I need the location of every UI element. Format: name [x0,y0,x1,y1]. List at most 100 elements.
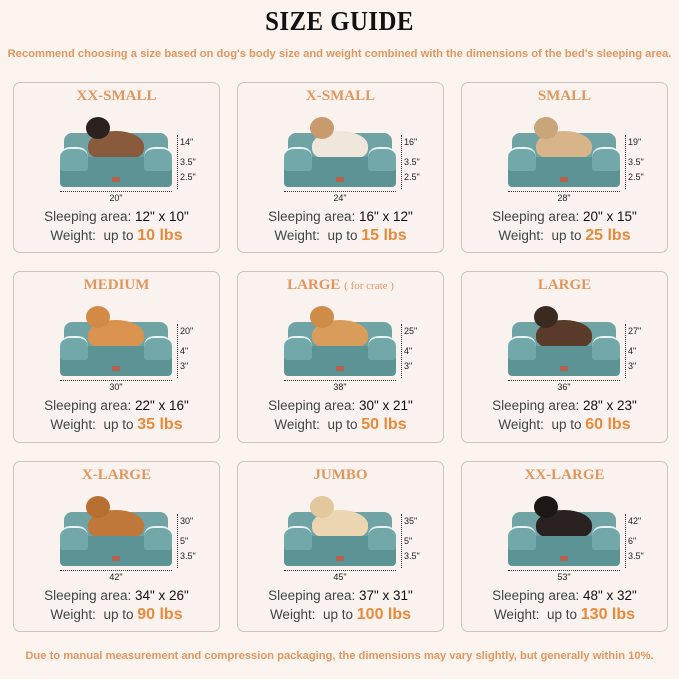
sleeping-area: Sleeping area: 12" x 10" [14,209,219,224]
size-card: MEDIUM 20" 4" 3" 30" Sleeping area: 22" … [13,271,220,443]
top-layer-height-label: 3.5" [628,157,644,167]
weight-label: Weight: [274,417,320,432]
height-dimension-line [177,514,178,568]
sleeping-area-value: 34" x 26" [134,588,189,603]
pet-head [310,306,334,328]
weight-label: Weight: [50,417,96,432]
size-name-text: MEDIUM [83,277,150,293]
up-to-label: up to [103,607,134,622]
width-dimension-line [284,380,396,381]
pet-head [86,306,110,328]
sleeping-area: Sleeping area: 48" x 32" [462,588,667,603]
weight-label: Weight: [498,417,544,432]
weight-label: Weight: [498,228,544,243]
sleeping-area-value: 48" x 32" [582,588,637,603]
size-name-text: XX-SMALL [76,88,157,104]
width-dimension-line [60,191,172,192]
bed-bolster-right [368,336,396,360]
weight-value: 15 lbs [361,227,407,244]
height-dimension-line [625,324,626,378]
weight-value: 10 lbs [137,227,183,244]
width-dimension-line [284,191,396,192]
size-name-text: LARGE [287,277,341,293]
bed-image [284,306,396,377]
up-to-label: up to [327,417,358,432]
sleeping-area-value: 37" x 31" [358,588,413,603]
up-to-label: up to [551,417,582,432]
size-card: X-SMALL 16" 3.5" 2.5" 24" Sleeping area:… [237,82,444,253]
weight-label: Weight: [50,228,96,243]
weight-label: Weight: [269,607,316,622]
width-label: 45" [333,572,347,582]
weight-value: 130 lbs [580,606,636,623]
pet-image [310,306,368,350]
up-to-label: up to [322,607,354,622]
bed-bolster-right [592,147,620,171]
bed-bolster-left [284,147,312,171]
weight-limit: Weight: up to 25 lbs [462,227,667,245]
size-name: LARGE [462,277,667,294]
weight-limit: Weight: up to 100 lbs [238,606,443,624]
pet-head [310,117,334,139]
pet-head [534,496,558,518]
sleeping-area-label: Sleeping area: [44,209,132,224]
total-height-label: 19" [628,137,642,147]
size-name: X-SMALL [238,88,443,105]
weight-limit: Weight: up to 15 lbs [238,227,443,245]
width-dimension-line [508,191,620,192]
bed-image [60,496,172,567]
weight-value: 35 lbs [137,416,183,433]
sleeping-area: Sleeping area: 22" x 16" [14,398,219,413]
weight-limit: Weight: up to 10 lbs [14,227,219,245]
total-height-label: 20" [180,326,194,336]
bed-bolster-left [284,336,312,360]
width-label: 20" [109,193,123,203]
total-height-label: 30" [180,516,194,526]
sleeping-area: Sleeping area: 20" x 15" [462,209,667,224]
total-height-label: 27" [628,326,642,336]
bed-image [284,496,396,567]
pet-image [534,117,592,161]
bed-label-tag [560,556,568,561]
sleeping-area-value: 22" x 16" [134,398,189,413]
bed-bolster-left [508,336,536,360]
sleeping-area-label: Sleeping area: [268,588,356,603]
bed-bolster-right [144,526,172,550]
total-height-label: 35" [404,516,418,526]
sleeping-area-label: Sleeping area: [268,209,356,224]
width-label: 30" [109,382,123,392]
size-card: XX-SMALL 14" 3.5" 2.5" 20" Sleeping area… [13,82,220,253]
sleeping-area-value: 16" x 12" [358,209,413,224]
pet-image [86,496,144,540]
bed-image [284,117,396,188]
top-layer-height-label: 3.5" [404,157,420,167]
height-dimension-line [177,324,178,378]
weight-limit: Weight: up to 60 lbs [462,416,667,434]
total-height-label: 42" [628,516,642,526]
bed-bolster-right [368,526,396,550]
bed-bolster-right [368,147,396,171]
weight-limit: Weight: up to 50 lbs [238,416,443,434]
bed-label-tag [560,366,568,371]
top-layer-height-label: 5" [180,536,189,546]
sleeping-area-label: Sleeping area: [492,588,580,603]
top-layer-height-label: 6" [628,536,637,546]
bed-image [60,117,172,188]
pet-head [534,306,558,328]
weight-limit: Weight: up to 90 lbs [14,606,219,624]
size-name: SMALL [462,88,667,105]
top-layer-height-label: 4" [404,346,413,356]
weight-limit: Weight: up to 35 lbs [14,416,219,434]
bed-bolster-right [592,336,620,360]
height-dimension-line [401,514,402,568]
width-label: 42" [109,572,123,582]
width-label: 53" [557,572,571,582]
sleeping-area-value: 30" x 21" [358,398,413,413]
bed-bolster-left [284,526,312,550]
up-to-label: up to [327,228,358,243]
size-name-text: XX-LARGE [524,467,605,483]
width-dimension-line [508,380,620,381]
pet-image [310,496,368,540]
pet-head [86,117,110,139]
sleeping-area-label: Sleeping area: [44,398,132,413]
